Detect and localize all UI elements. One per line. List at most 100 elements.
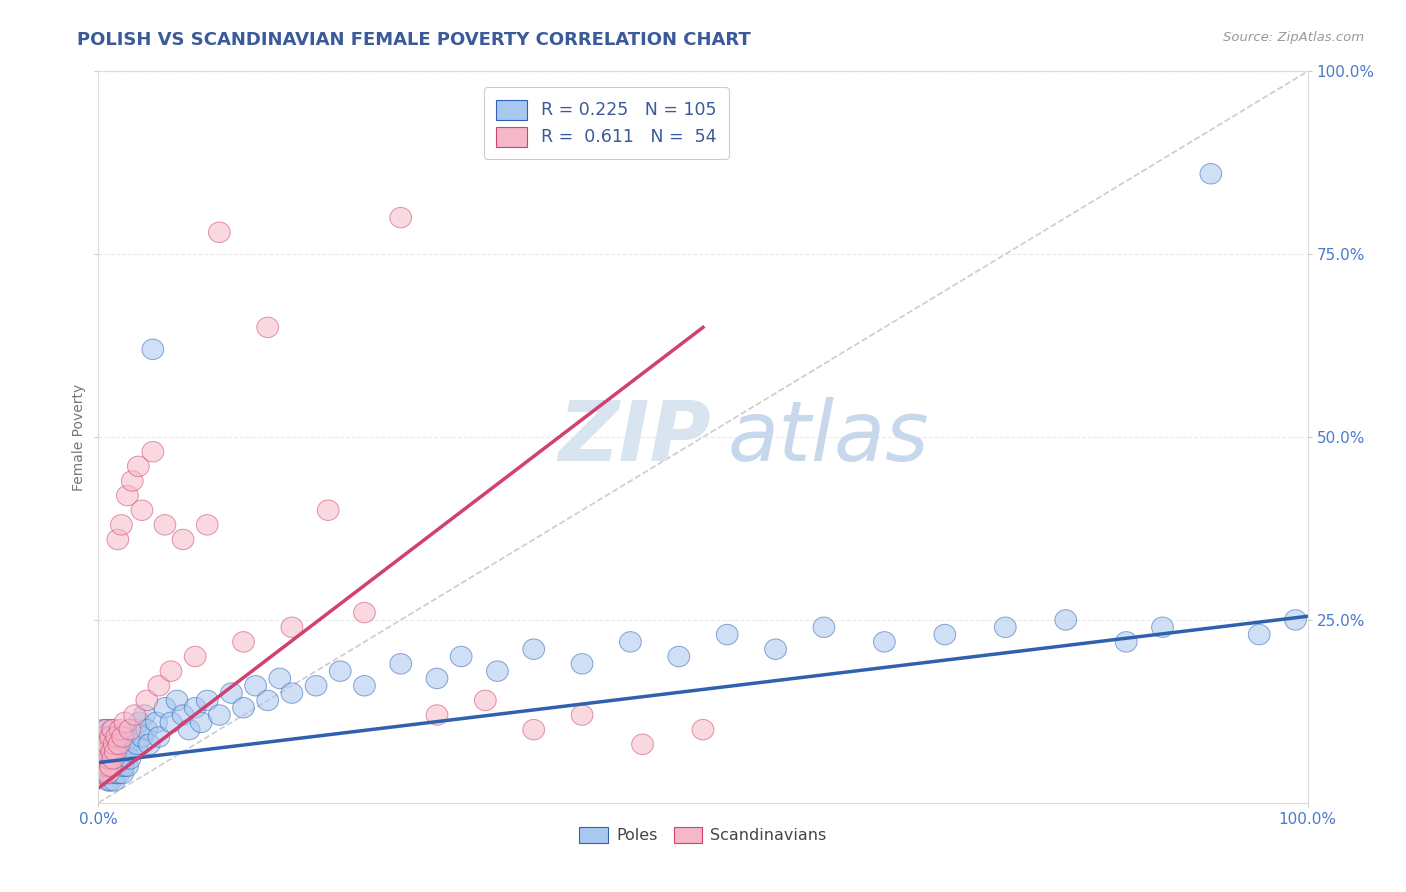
Ellipse shape [184, 647, 207, 666]
Ellipse shape [155, 698, 176, 718]
Ellipse shape [100, 771, 121, 791]
Ellipse shape [281, 683, 302, 703]
Ellipse shape [142, 339, 163, 359]
Ellipse shape [114, 712, 136, 732]
Ellipse shape [97, 764, 120, 784]
Ellipse shape [474, 690, 496, 711]
Ellipse shape [523, 720, 544, 739]
Ellipse shape [105, 727, 128, 747]
Ellipse shape [571, 705, 593, 725]
Ellipse shape [305, 675, 328, 696]
Ellipse shape [104, 734, 127, 755]
Ellipse shape [1152, 617, 1174, 638]
Ellipse shape [318, 500, 339, 520]
Ellipse shape [93, 720, 114, 739]
Ellipse shape [257, 318, 278, 337]
Ellipse shape [208, 705, 231, 725]
Ellipse shape [136, 720, 157, 739]
Text: atlas: atlas [727, 397, 929, 477]
Ellipse shape [197, 690, 218, 711]
Ellipse shape [111, 515, 132, 535]
Ellipse shape [97, 748, 120, 769]
Ellipse shape [97, 764, 120, 784]
Ellipse shape [101, 741, 122, 762]
Ellipse shape [353, 602, 375, 623]
Ellipse shape [110, 734, 131, 755]
Ellipse shape [190, 712, 212, 732]
Ellipse shape [100, 727, 121, 747]
Ellipse shape [91, 734, 112, 755]
Ellipse shape [107, 529, 129, 549]
Ellipse shape [1199, 163, 1222, 184]
Ellipse shape [155, 515, 176, 535]
Ellipse shape [1054, 610, 1077, 630]
Ellipse shape [115, 741, 138, 762]
Ellipse shape [245, 675, 267, 696]
Ellipse shape [184, 698, 207, 718]
Ellipse shape [114, 748, 136, 769]
Ellipse shape [100, 764, 121, 784]
Ellipse shape [94, 734, 115, 755]
Ellipse shape [110, 756, 131, 776]
Ellipse shape [98, 748, 120, 769]
Legend: Poles, Scandinavians: Poles, Scandinavians [574, 821, 832, 850]
Ellipse shape [221, 683, 242, 703]
Ellipse shape [121, 741, 143, 762]
Ellipse shape [1285, 610, 1306, 630]
Ellipse shape [124, 705, 146, 725]
Ellipse shape [94, 764, 115, 784]
Text: ZIP: ZIP [558, 397, 710, 477]
Ellipse shape [179, 720, 200, 739]
Ellipse shape [98, 741, 120, 762]
Ellipse shape [94, 748, 117, 769]
Ellipse shape [103, 734, 125, 755]
Ellipse shape [100, 756, 121, 776]
Ellipse shape [107, 756, 129, 776]
Ellipse shape [103, 756, 125, 776]
Ellipse shape [94, 720, 117, 739]
Ellipse shape [118, 734, 139, 755]
Ellipse shape [96, 756, 118, 776]
Ellipse shape [100, 727, 121, 747]
Ellipse shape [160, 712, 181, 732]
Ellipse shape [716, 624, 738, 645]
Ellipse shape [94, 734, 117, 755]
Ellipse shape [765, 639, 786, 659]
Ellipse shape [117, 485, 138, 506]
Ellipse shape [94, 741, 115, 762]
Ellipse shape [101, 720, 122, 739]
Ellipse shape [96, 741, 118, 762]
Ellipse shape [103, 720, 124, 739]
Ellipse shape [136, 690, 157, 711]
Ellipse shape [124, 720, 146, 739]
Ellipse shape [103, 741, 125, 762]
Ellipse shape [111, 741, 134, 762]
Ellipse shape [105, 727, 128, 747]
Ellipse shape [93, 727, 114, 747]
Ellipse shape [131, 727, 153, 747]
Ellipse shape [96, 741, 118, 762]
Ellipse shape [101, 741, 122, 762]
Ellipse shape [269, 668, 291, 689]
Ellipse shape [112, 756, 135, 776]
Ellipse shape [813, 617, 835, 638]
Ellipse shape [146, 712, 167, 732]
Ellipse shape [232, 632, 254, 652]
Ellipse shape [148, 675, 170, 696]
Ellipse shape [281, 617, 302, 638]
Ellipse shape [103, 771, 125, 791]
Ellipse shape [93, 748, 114, 769]
Ellipse shape [98, 756, 120, 776]
Ellipse shape [91, 764, 112, 784]
Text: Source: ZipAtlas.com: Source: ZipAtlas.com [1223, 31, 1364, 45]
Ellipse shape [426, 668, 449, 689]
Ellipse shape [873, 632, 896, 652]
Ellipse shape [107, 741, 129, 762]
Ellipse shape [166, 690, 188, 711]
Ellipse shape [134, 705, 155, 725]
Ellipse shape [994, 617, 1017, 638]
Ellipse shape [111, 764, 134, 784]
Ellipse shape [934, 624, 956, 645]
Ellipse shape [97, 771, 120, 791]
Ellipse shape [142, 442, 163, 462]
